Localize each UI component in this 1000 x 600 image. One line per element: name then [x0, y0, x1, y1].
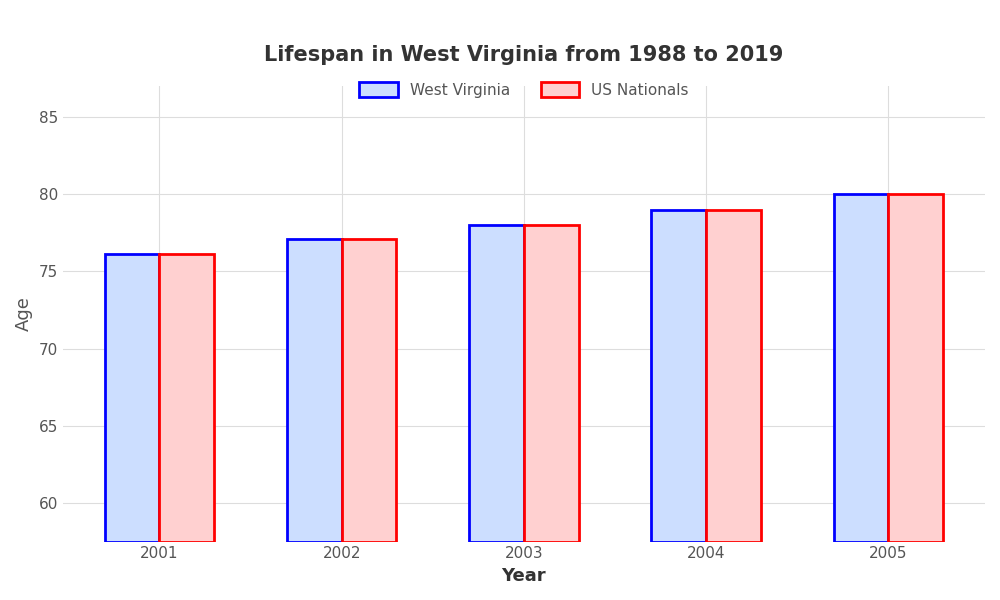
Title: Lifespan in West Virginia from 1988 to 2019: Lifespan in West Virginia from 1988 to 2… — [264, 45, 784, 65]
Bar — [105, 254, 159, 542]
Bar — [159, 254, 214, 542]
Bar — [888, 194, 943, 542]
Y-axis label: Age: Age — [15, 296, 33, 331]
Bar — [651, 209, 706, 542]
Bar — [469, 225, 524, 542]
Legend: West Virginia, US Nationals: West Virginia, US Nationals — [353, 76, 695, 104]
Bar — [342, 239, 396, 542]
Bar — [287, 239, 342, 542]
Bar — [834, 194, 888, 542]
X-axis label: Year: Year — [502, 567, 546, 585]
Bar — [524, 225, 579, 542]
Bar — [706, 209, 761, 542]
